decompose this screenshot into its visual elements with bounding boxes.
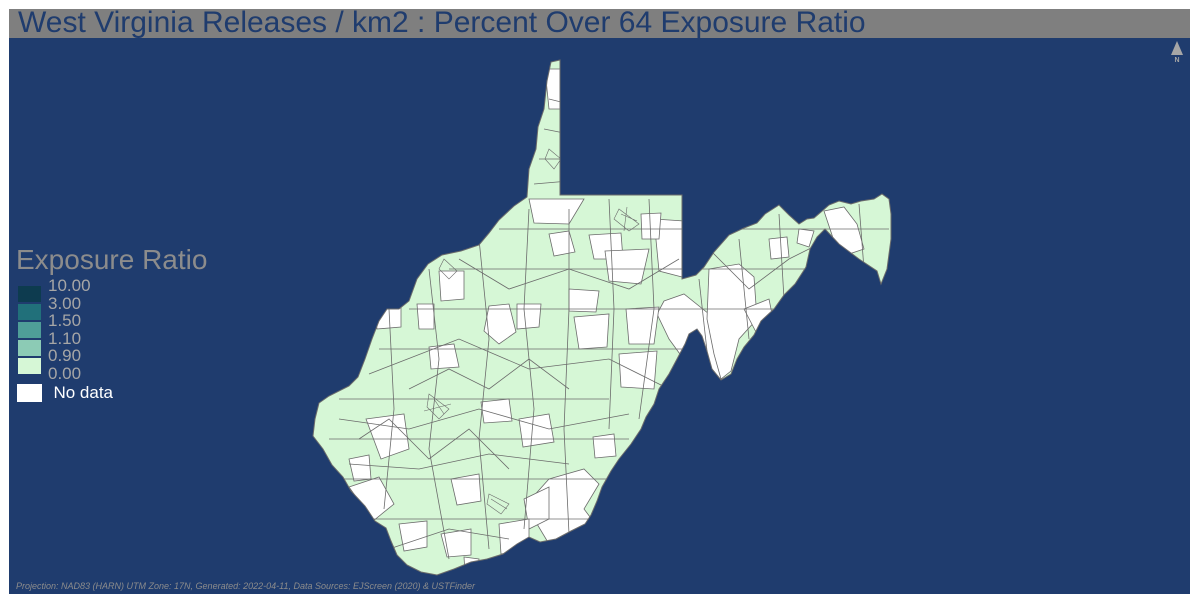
legend-label: 10.00 [48,276,91,295]
legend-label: 3.00 [48,293,82,313]
legend-title: Exposure Ratio [16,244,208,275]
title-bar: West Virginia Releases / km2 : Percent O… [9,9,1190,38]
legend-labels: 10.00 3.00 1.50 1.10 0.90 0.00 [48,277,91,382]
tract-boundaries [329,98,889,560]
map-frame: West Virginia Releases / km2 : Percent O… [9,9,1190,594]
legend-no-data-label: No data [53,383,113,402]
legend-swatches [17,285,42,375]
legend-label: 0.00 [48,363,82,383]
legend-swatch [17,303,42,321]
legend-label: 1.50 [48,311,82,330]
north-arrow: N [1169,41,1185,71]
north-arrow-icon [1171,41,1183,55]
state-map [312,59,892,576]
legend-swatch [17,339,42,357]
legend-swatch [17,357,42,375]
legend-swatch [17,321,42,339]
legend-swatch [17,285,42,303]
map-title: West Virginia Releases / km2 : Percent O… [18,9,866,38]
legend-no-data: No data [17,383,113,403]
map-footer: Projection: NAD83 (HARN) UTM Zone: 17N, … [16,581,476,591]
legend: Exposure Ratio 10.00 3.00 1.50 1.10 0.90… [16,243,208,402]
legend-swatch-no-data [17,384,42,402]
legend-label: 1.10 [48,328,82,348]
legend-label: 0.90 [48,346,82,365]
north-arrow-label: N [1174,57,1180,64]
dense-urban-tracts [423,148,640,515]
